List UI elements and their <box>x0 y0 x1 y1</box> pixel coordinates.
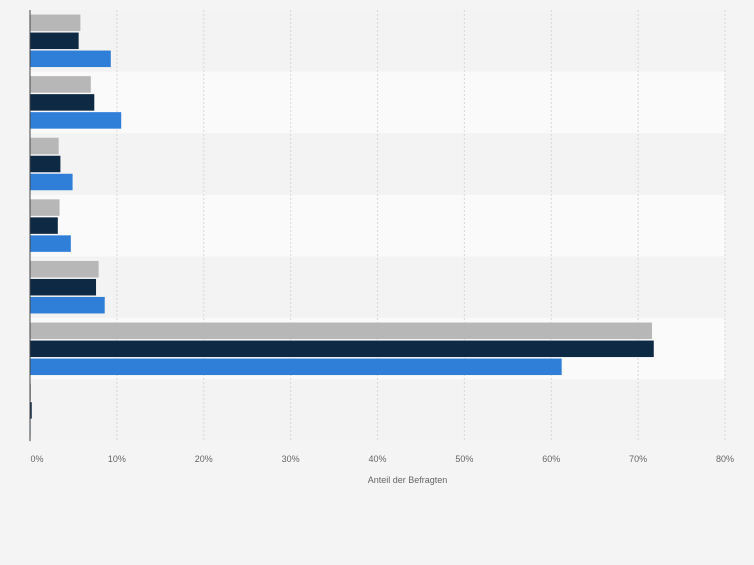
x-axis-title: Anteil der Befragten <box>368 475 448 485</box>
bar-row4-series1 <box>30 278 97 296</box>
x-tick-label-6: 60% <box>542 454 560 464</box>
bar-row6-series1 <box>30 402 32 419</box>
bar-row1-series2 <box>30 112 122 129</box>
bar-row3-series1 <box>30 217 58 234</box>
bar-row2-series2 <box>30 173 73 191</box>
bar-row1-series0 <box>30 76 91 93</box>
x-tick-label-1: 10% <box>108 454 126 464</box>
x-tick-label-5: 50% <box>455 454 473 464</box>
x-tick-label-8: 80% <box>716 454 734 464</box>
x-tick-labels: 0% 10% 20% 30% 40% 50% 60% 70% 80% <box>30 454 734 464</box>
x-tick-label-0: 0% <box>30 454 43 464</box>
bar-row2-series0 <box>30 137 59 155</box>
bar-row4-series2 <box>30 296 105 314</box>
bar-row3-series2 <box>30 235 71 252</box>
bar-row1-series1 <box>30 94 95 111</box>
bar-row5-series2 <box>30 358 562 376</box>
x-tick-label-7: 70% <box>629 454 647 464</box>
bar-row5-series1 <box>30 340 654 358</box>
bar-row4-series0 <box>30 260 99 278</box>
bars <box>30 14 654 437</box>
row-band-0 <box>30 10 725 72</box>
bar-row3-series0 <box>30 199 60 216</box>
x-tick-label-3: 30% <box>282 454 300 464</box>
x-tick-label-2: 20% <box>195 454 213 464</box>
bar-row0-series1 <box>30 32 79 50</box>
bar-row2-series1 <box>30 155 61 173</box>
x-tick-label-4: 40% <box>368 454 386 464</box>
bar-row0-series2 <box>30 50 111 68</box>
bar-row5-series0 <box>30 322 653 340</box>
bar-row0-series0 <box>30 14 81 32</box>
